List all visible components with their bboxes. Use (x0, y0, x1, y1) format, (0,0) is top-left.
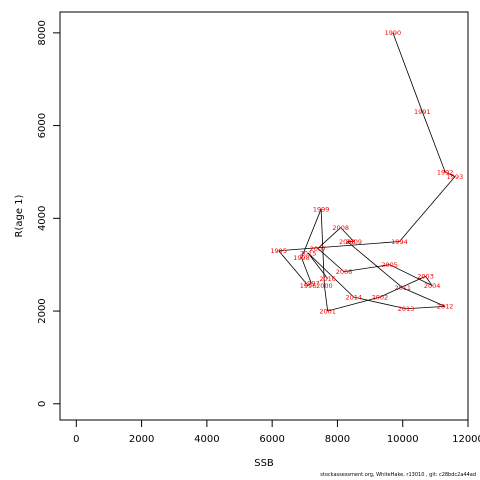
point-label-2011: 2011 (394, 284, 411, 292)
series-lines (278, 32, 456, 312)
y-tick-label: 0 (37, 401, 48, 407)
point-label-2000: 2000 (316, 282, 333, 290)
series-segment (278, 241, 400, 252)
y-tick-label: 8000 (37, 20, 48, 45)
series-segment (421, 111, 446, 173)
series-segment (320, 209, 325, 286)
x-tick-label: 6000 (259, 434, 284, 445)
series-segment (425, 276, 433, 286)
point-labels: 1990199119921993199419951996199719981999… (270, 29, 463, 315)
y-tick-label: 2000 (37, 298, 48, 323)
series-segment (399, 176, 456, 242)
point-label-1999: 1999 (313, 205, 330, 213)
footer-credit: stockassessment.org, WhiteHake, r13010 ,… (320, 472, 476, 478)
x-tick-label: 4000 (194, 434, 219, 445)
series-segment (301, 208, 322, 258)
point-label-2005: 2005 (381, 261, 398, 269)
point-label-2012: 2012 (437, 303, 454, 311)
series-segment (340, 227, 355, 242)
x-axis-label: SSB (254, 458, 274, 469)
point-label-1991: 1991 (414, 108, 431, 116)
y-tick-label: 4000 (37, 206, 48, 231)
point-label-1996: 1996 (300, 282, 317, 290)
series-segment (389, 264, 433, 286)
series-segment (327, 296, 380, 312)
y-tick-label: 6000 (37, 113, 48, 138)
series-segment (317, 227, 341, 249)
y-axis-label: R(age 1) (14, 194, 25, 237)
series-segment (405, 306, 446, 310)
point-label-2002: 2002 (372, 293, 389, 301)
point-label-2001: 2001 (319, 307, 336, 315)
point-label-1997: 1997 (303, 280, 320, 288)
x-tick-label: 10000 (387, 434, 419, 445)
point-label-2004: 2004 (424, 282, 441, 290)
x-tick-label: 2000 (129, 434, 154, 445)
point-label-2010: 2010 (339, 238, 356, 246)
point-label-2009: 2009 (345, 238, 362, 246)
plot-frame (59, 11, 469, 421)
point-label-2008: 2008 (332, 224, 349, 232)
point-label-2013: 2013 (398, 305, 415, 313)
series-segment (379, 275, 426, 298)
series-segment (346, 241, 403, 289)
series-segment (402, 287, 446, 307)
point-label-1995: 1995 (270, 247, 287, 255)
point-label-1992: 1992 (437, 168, 454, 176)
point-label-2015: 2015 (300, 249, 317, 257)
point-label-2006: 2006 (336, 268, 353, 276)
series-segment (392, 32, 423, 112)
point-label-1998: 1998 (293, 254, 310, 262)
point-label-2016: 2016 (319, 275, 336, 283)
y-axis: 0 2000 4000 6000 8000 (37, 20, 61, 407)
series-segment (343, 264, 390, 273)
series-segment (301, 257, 312, 284)
x-tick-label: 0 (73, 434, 79, 445)
point-label-2014: 2014 (345, 293, 362, 301)
point-label-1990: 1990 (385, 29, 402, 37)
series-segment (307, 282, 312, 286)
point-label-2007: 2007 (310, 245, 327, 253)
series-segment (278, 250, 309, 286)
series-segment (444, 171, 456, 177)
point-label-2003: 2003 (417, 273, 434, 281)
series-segment (307, 252, 355, 298)
series-segment (353, 296, 407, 310)
x-tick-label: 8000 (325, 434, 350, 445)
point-label-1993: 1993 (447, 173, 464, 181)
series-segment (317, 248, 345, 272)
series-segment (307, 252, 328, 279)
point-label-1994: 1994 (391, 238, 408, 246)
series-segment (323, 285, 329, 312)
